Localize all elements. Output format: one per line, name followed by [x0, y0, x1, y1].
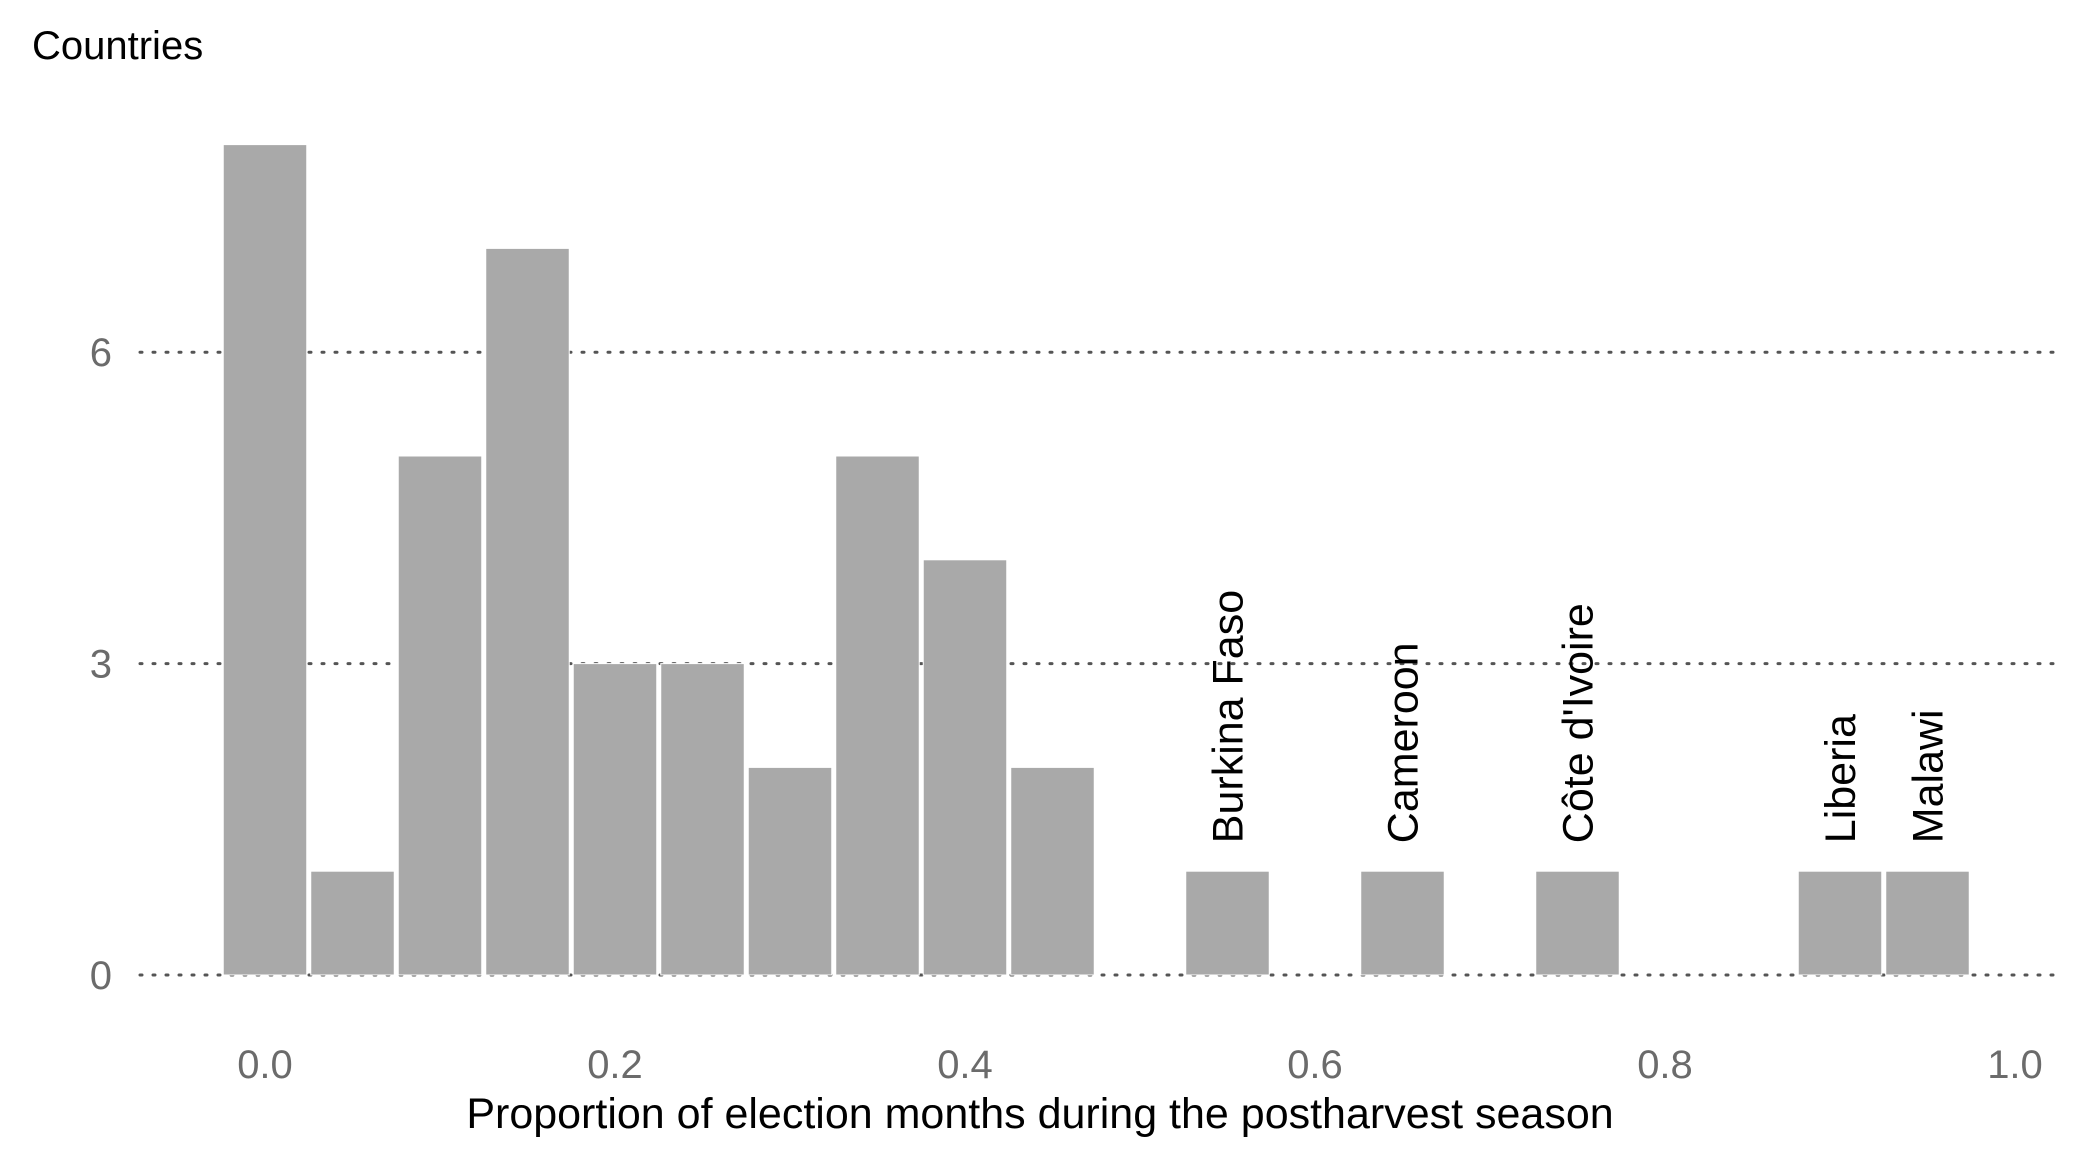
y-axis-title: Countries: [32, 24, 204, 68]
bar-label-12: Côte d'Ivoire: [1555, 603, 1603, 843]
bar-12: [1535, 870, 1620, 976]
bar-6: [747, 766, 833, 976]
x-tick-label-0.2: 0.2: [587, 1043, 643, 1087]
y-tick-label-0: 0: [90, 954, 112, 998]
bar-13: [1797, 870, 1883, 976]
x-axis-title: Proportion of election months during the…: [466, 1090, 1614, 1138]
bar-14: [1885, 870, 1970, 976]
bar-label-13: Liberia: [1817, 714, 1865, 843]
bar-label-14: Malawi: [1905, 709, 1953, 843]
bar-1: [310, 870, 395, 976]
x-tick-label-0.4: 0.4: [937, 1043, 993, 1087]
x-tick-label-0.0: 0.0: [237, 1043, 293, 1087]
x-tick-label-1.0: 1.0: [1987, 1043, 2043, 1087]
y-axis-ticks: 0 3 6: [90, 331, 112, 998]
bar-label-10: Burkina Faso: [1205, 590, 1253, 843]
bar-10: [1185, 870, 1270, 976]
bar-label-11: Cameroon: [1380, 642, 1428, 843]
bar-2: [397, 455, 483, 976]
bar-4: [572, 663, 658, 976]
bar-8: [922, 559, 1008, 976]
y-tick-label-6: 6: [90, 331, 112, 375]
x-tick-label-0.8: 0.8: [1637, 1043, 1693, 1087]
x-axis-ticks: 0.0 0.2 0.4 0.6 0.8 1.0: [237, 1043, 2043, 1087]
bar-9: [1010, 766, 1095, 976]
bar-3: [485, 247, 570, 976]
y-tick-label-3: 3: [90, 643, 112, 687]
bar-5: [660, 663, 745, 976]
bar-7: [835, 455, 920, 976]
bars: [222, 144, 1970, 976]
bar-11: [1360, 870, 1445, 976]
x-tick-label-0.6: 0.6: [1287, 1043, 1343, 1087]
bar-annotations: Burkina Faso Cameroon Côte d'Ivoire Liberia…: [1205, 590, 1953, 843]
bar-0: [222, 144, 308, 976]
